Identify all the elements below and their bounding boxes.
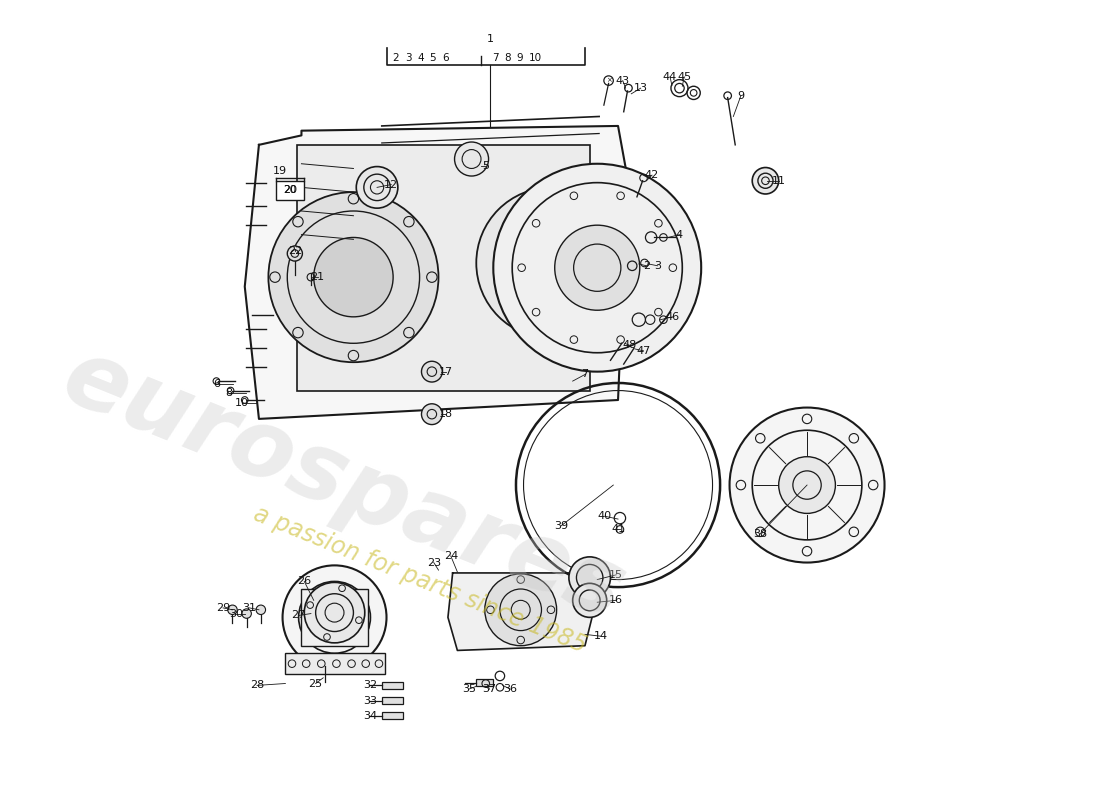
Text: 11: 11 — [772, 176, 785, 186]
Circle shape — [283, 566, 386, 670]
Text: 48: 48 — [623, 340, 637, 350]
Text: 39: 39 — [554, 521, 569, 530]
Text: 5: 5 — [429, 53, 436, 63]
Circle shape — [779, 457, 835, 514]
Circle shape — [256, 605, 265, 614]
Circle shape — [356, 166, 398, 208]
Polygon shape — [448, 573, 594, 650]
Text: eurospares: eurospares — [50, 330, 638, 640]
Text: 26: 26 — [297, 577, 311, 586]
Text: 14: 14 — [594, 631, 608, 642]
Circle shape — [493, 164, 701, 372]
Bar — [476, 678, 493, 686]
Circle shape — [268, 192, 439, 362]
Circle shape — [752, 167, 779, 194]
Text: 16: 16 — [609, 595, 623, 606]
Text: 37: 37 — [483, 684, 496, 694]
Circle shape — [573, 583, 607, 618]
Circle shape — [454, 142, 488, 176]
Text: 21: 21 — [310, 272, 324, 282]
Text: 45: 45 — [678, 72, 691, 82]
Text: 44: 44 — [663, 72, 678, 82]
Text: 33: 33 — [363, 695, 377, 706]
Text: 10: 10 — [528, 53, 541, 63]
Text: a passion for parts since 1985: a passion for parts since 1985 — [250, 502, 590, 658]
Text: 34: 34 — [363, 710, 377, 721]
Text: 1: 1 — [487, 34, 494, 44]
Text: 23: 23 — [427, 558, 441, 567]
Polygon shape — [245, 126, 627, 419]
Text: 38: 38 — [752, 529, 767, 539]
Text: 5: 5 — [482, 161, 490, 170]
Circle shape — [316, 598, 353, 636]
Bar — [297, 145, 590, 390]
Text: 20: 20 — [284, 186, 297, 195]
Bar — [382, 682, 403, 689]
Text: 10: 10 — [235, 398, 249, 408]
Circle shape — [476, 187, 627, 338]
Text: 31: 31 — [242, 603, 256, 613]
Text: 6: 6 — [213, 379, 220, 389]
Text: 7: 7 — [492, 53, 498, 63]
Text: 40: 40 — [597, 511, 612, 522]
Bar — [301, 589, 367, 646]
Circle shape — [421, 362, 442, 382]
Text: 3: 3 — [405, 53, 411, 63]
Text: 25: 25 — [309, 678, 322, 689]
Text: 18: 18 — [439, 409, 453, 419]
Text: 2: 2 — [642, 261, 650, 271]
Text: 32: 32 — [363, 680, 377, 690]
Text: 13: 13 — [634, 83, 648, 93]
Text: 8: 8 — [504, 53, 510, 63]
Text: 4: 4 — [675, 230, 683, 240]
Text: 28: 28 — [250, 680, 264, 690]
Text: ×: × — [606, 78, 612, 83]
Text: 6: 6 — [442, 53, 449, 63]
Text: 43: 43 — [616, 75, 630, 86]
Circle shape — [228, 605, 238, 614]
Text: 42: 42 — [645, 170, 659, 180]
Text: 2: 2 — [393, 53, 399, 63]
Bar — [382, 712, 403, 719]
Text: 24: 24 — [443, 551, 458, 561]
Circle shape — [485, 574, 557, 646]
Circle shape — [314, 238, 393, 317]
Text: 9: 9 — [737, 90, 745, 101]
Text: 36: 36 — [504, 684, 517, 694]
Circle shape — [554, 225, 640, 310]
Text: 47: 47 — [637, 346, 651, 356]
Text: 46: 46 — [666, 312, 680, 322]
Text: 3: 3 — [654, 261, 661, 271]
Circle shape — [242, 609, 252, 618]
Circle shape — [569, 557, 611, 598]
Text: 17: 17 — [439, 366, 453, 377]
Text: 27: 27 — [292, 610, 306, 621]
Text: 15: 15 — [609, 570, 623, 580]
Circle shape — [287, 246, 303, 261]
Text: 29: 29 — [216, 603, 230, 613]
Text: 30: 30 — [229, 609, 243, 618]
Bar — [382, 697, 403, 704]
Text: 20: 20 — [283, 186, 297, 195]
Circle shape — [305, 582, 365, 643]
Circle shape — [729, 407, 884, 562]
Text: 7: 7 — [582, 370, 588, 379]
Text: 41: 41 — [610, 525, 625, 534]
Bar — [285, 654, 385, 674]
Text: 19: 19 — [273, 166, 287, 176]
Text: 22: 22 — [288, 246, 302, 256]
Circle shape — [421, 404, 442, 425]
Bar — [276, 181, 305, 200]
Text: 9: 9 — [516, 53, 524, 63]
Text: 8: 8 — [226, 388, 232, 398]
Text: 12: 12 — [384, 179, 398, 190]
Text: 4: 4 — [417, 53, 424, 63]
Text: 35: 35 — [462, 684, 475, 694]
